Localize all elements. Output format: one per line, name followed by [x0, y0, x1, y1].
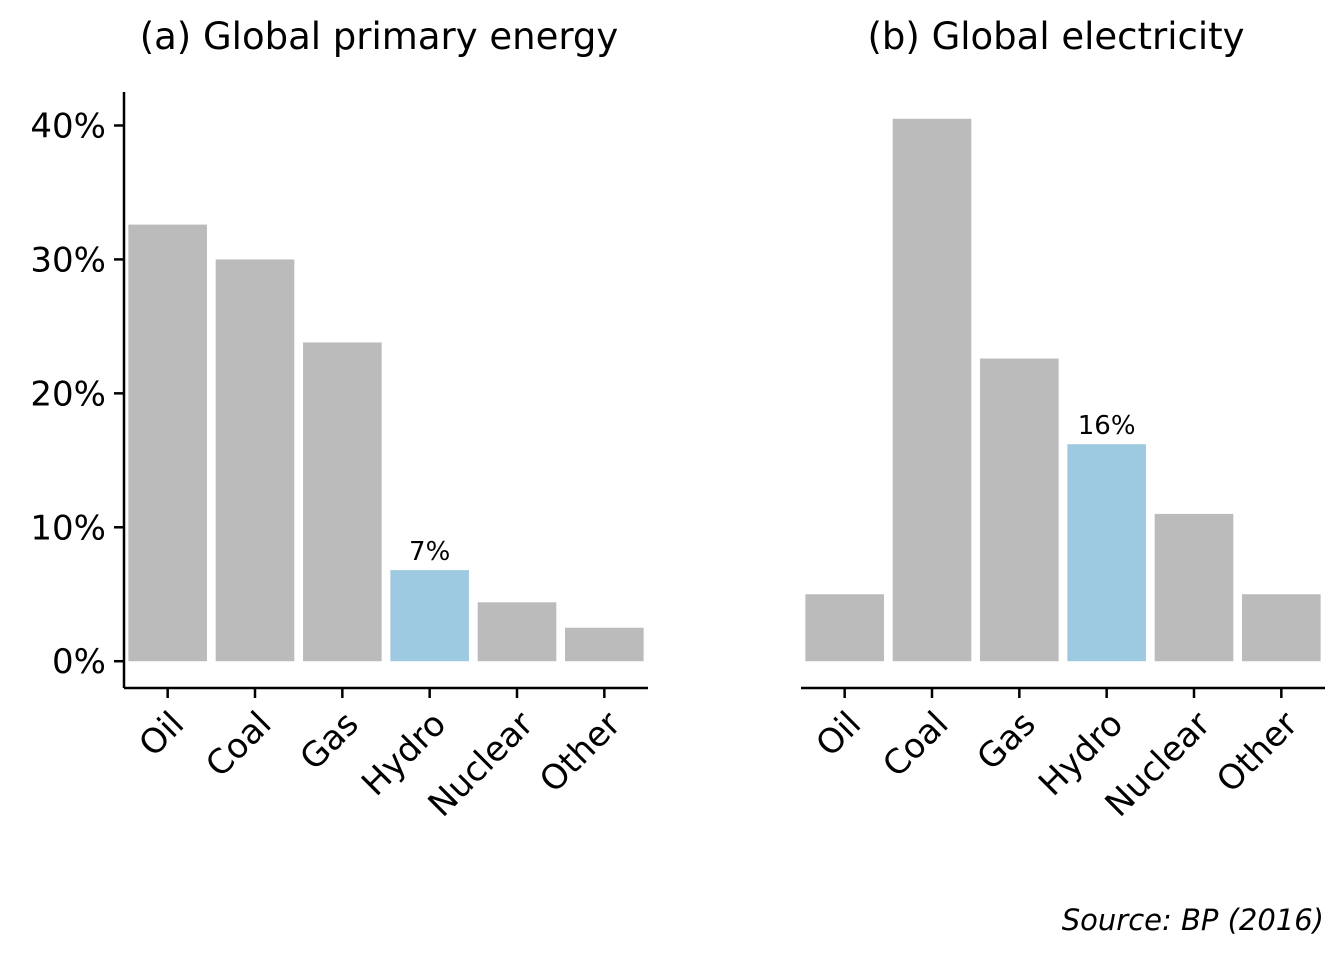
x-tick-label: Other [532, 704, 629, 801]
bar [1154, 513, 1234, 662]
x-tick-label: Other [1209, 704, 1306, 801]
x-tick-label: Coal [198, 704, 279, 785]
y-tick-label: 0% [52, 642, 106, 682]
bar-highlight [390, 570, 469, 662]
bar [303, 342, 382, 662]
panel-title: (b) Global electricity [867, 15, 1244, 58]
bar [980, 358, 1059, 662]
source-note: Source: BP (2016) [1061, 903, 1324, 937]
x-tick-label: Oil [808, 704, 869, 765]
x-tick-label: Gas [970, 704, 1044, 778]
y-tick-label: 20% [30, 374, 106, 414]
bar [565, 627, 644, 662]
y-tick-label: 40% [30, 106, 106, 146]
data-label: 7% [409, 537, 450, 567]
panel-electricity: (b) Global electricity 16%Oil Coal GasHydr… [801, 15, 1325, 825]
x-tick-label: Gas [293, 704, 367, 778]
y-tick-label: 10% [30, 508, 106, 548]
data-label: 16% [1078, 411, 1136, 441]
panel-primary-energy: (a) Global primary energy 7%Oil Coal GasHy… [30, 15, 648, 825]
bar [805, 594, 884, 662]
bar [128, 224, 207, 662]
x-tick-label: Coal [875, 704, 956, 785]
bar-highlight [1067, 444, 1146, 662]
panel-title: (a) Global primary energy [140, 15, 619, 58]
bar [1242, 594, 1321, 662]
bar [892, 118, 972, 662]
bar [215, 259, 295, 662]
bar [477, 602, 557, 662]
y-tick-label: 30% [30, 240, 106, 280]
x-tick-label: Oil [131, 704, 192, 765]
